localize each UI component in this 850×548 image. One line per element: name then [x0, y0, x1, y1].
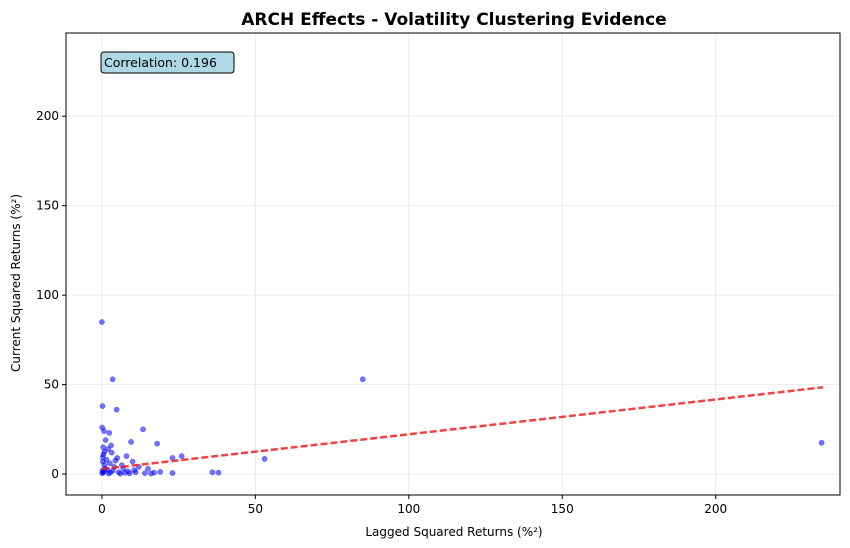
scatter-point	[178, 453, 185, 460]
scatter-point	[128, 439, 134, 445]
scatter-point	[99, 454, 106, 460]
x-tick-label: 50	[248, 502, 263, 516]
scatter-point	[818, 439, 825, 446]
correlation-text: Correlation: 0.196	[104, 55, 217, 70]
scatter-point	[157, 469, 164, 475]
scatter-point	[107, 460, 113, 467]
y-tick-label: 200	[36, 109, 59, 123]
scatter-point	[109, 376, 116, 383]
scatter-point	[101, 428, 107, 434]
y-tick-label: 150	[36, 199, 59, 213]
scatter-point	[112, 457, 119, 464]
scatter-point	[154, 440, 160, 447]
x-axis-ticks: 0 50 100 150 200	[98, 495, 727, 516]
y-tick-label: 50	[44, 378, 59, 392]
grid-lines	[66, 33, 840, 495]
scatter-points	[99, 52, 825, 477]
scatter-point	[99, 319, 105, 325]
scatter-point	[140, 426, 146, 433]
y-tick-label: 100	[36, 288, 59, 302]
x-tick-label: 100	[397, 502, 420, 516]
y-axis-label: Current Squared Returns (%²)	[9, 194, 23, 372]
correlation-annotation: Correlation: 0.196	[100, 51, 235, 74]
scatter-point	[108, 449, 115, 456]
scatter-point	[99, 403, 106, 409]
scatter-point	[100, 469, 106, 476]
scatter-point	[209, 469, 216, 476]
x-tick-label: 150	[551, 502, 574, 516]
scatter-point	[261, 456, 268, 462]
x-tick-label: 0	[98, 502, 106, 516]
y-axis-ticks: 0 50 100 150 200	[36, 109, 66, 481]
scatter-point	[101, 448, 108, 455]
scatter-point	[123, 453, 130, 460]
x-tick-label: 200	[704, 502, 727, 516]
correlation-box	[100, 51, 235, 74]
scatter-point	[102, 437, 109, 443]
plot-area	[66, 33, 840, 495]
chart-title: ARCH Effects - Volatility Clustering Evi…	[241, 10, 666, 30]
scatter-point	[108, 442, 114, 449]
y-tick-label: 0	[51, 467, 59, 481]
scatter-point	[129, 458, 136, 465]
scatter-point	[359, 376, 366, 383]
scatter-point	[169, 470, 176, 476]
scatter-point	[148, 470, 154, 477]
scatter-point	[145, 465, 151, 472]
scatter-point	[113, 406, 120, 413]
scatter-point	[106, 430, 113, 436]
x-axis-label: Lagged Squared Returns (%²)	[365, 525, 542, 539]
scatter-point	[107, 469, 114, 476]
scatter-point	[142, 470, 148, 477]
scatter-point	[215, 469, 222, 476]
trend-line	[101, 386, 824, 471]
scatter-point	[131, 467, 137, 473]
scatter-point	[122, 469, 128, 476]
plot-frame	[65, 32, 841, 496]
scatter-point	[117, 470, 124, 477]
